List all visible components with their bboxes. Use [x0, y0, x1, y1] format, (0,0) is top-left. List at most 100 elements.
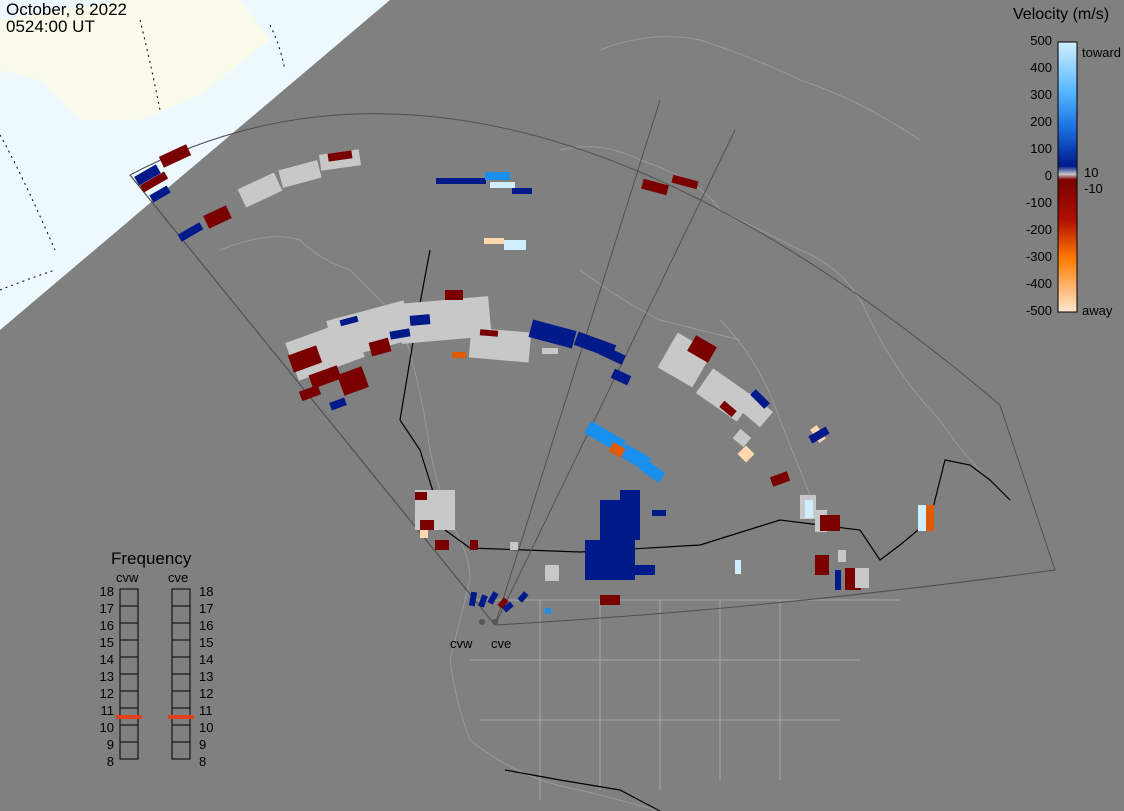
velocity-cell: [468, 327, 532, 363]
ice-region: [0, 0, 270, 120]
velocity-cell: [487, 591, 499, 605]
frequency-box-grid: [120, 605, 190, 760]
frequency-tick-right: 16: [199, 618, 214, 633]
radar-label-cve: cve: [491, 636, 512, 651]
velocity-cell: [769, 471, 791, 487]
velocity-cell: [415, 492, 427, 500]
velocity-cell: [545, 608, 551, 614]
velocity-cell: [479, 329, 499, 337]
state-borders: [470, 599, 900, 800]
velocity-cell: [134, 164, 161, 186]
away-label: away: [1082, 303, 1113, 318]
velocity-cell: [820, 515, 830, 531]
velocity-tick: -400: [1025, 276, 1052, 291]
velocity-cell: [830, 515, 840, 531]
frequency-tick-left: 16: [99, 618, 114, 633]
velocity-cell: [926, 505, 934, 531]
velocity-tick: 400: [1030, 60, 1052, 75]
velocity-cell: [585, 540, 635, 580]
velocity-cell: [512, 188, 532, 194]
frequency-tick-right: 15: [199, 635, 214, 650]
velocity-cell: [445, 290, 463, 300]
velocity-cell: [470, 540, 478, 550]
velocity-cell: [750, 389, 770, 409]
velocity-legend-title: Velocity (m/s): [1013, 6, 1110, 23]
frequency-tick-right: 10: [199, 720, 214, 735]
velocity-cell: [398, 296, 492, 344]
frequency-tick-left: 12: [99, 686, 114, 701]
frequency-tick-left: 10: [99, 720, 114, 735]
velocity-cell: [409, 314, 431, 326]
velocity-cell: [599, 345, 626, 365]
velocity-cell: [237, 172, 283, 208]
velocity-cell: [838, 550, 846, 562]
frequency-tick-left: 17: [99, 601, 114, 616]
velocity-cell: [278, 160, 322, 188]
toward-label: toward: [1082, 45, 1122, 60]
velocity-cell: [389, 328, 411, 340]
velocity-cell: [203, 205, 232, 229]
velocity-tick: -500: [1025, 303, 1052, 318]
frequency-tick-left: 13: [99, 669, 114, 684]
frequency-marker-cvw: [116, 715, 142, 719]
velocity-cell: [620, 490, 640, 520]
frequency-tick-right: 8: [199, 754, 207, 769]
velocity-cell: [468, 591, 478, 607]
frequency-tick-left: 18: [99, 584, 114, 599]
velocity-cell: [835, 570, 841, 590]
velocity-cell: [732, 428, 752, 448]
velocity-colorbar: [1057, 41, 1078, 313]
velocity-cell: [510, 542, 518, 550]
velocity-cell: [485, 172, 510, 180]
velocity-cell: [436, 178, 486, 184]
velocity-cell: [327, 150, 353, 162]
velocity-cell: [478, 594, 488, 608]
frequency-radar-cve: cve: [168, 570, 189, 585]
velocity-cell: [719, 400, 737, 418]
velocity-cell: [326, 300, 414, 360]
velocity-cell: [542, 348, 558, 354]
velocity-cell: [638, 459, 666, 483]
velocity-cell: [805, 500, 813, 518]
frequency-tick-right: 13: [199, 669, 214, 684]
velocity-cell: [610, 368, 632, 386]
velocity-cell: [420, 530, 428, 538]
velocity-cell: [484, 238, 504, 244]
radar-site-cvw: [479, 619, 485, 625]
velocity-cell: [497, 597, 509, 609]
velocity-cell: [735, 560, 741, 574]
velocity-cell: [608, 442, 626, 458]
velocity-tick: -300: [1025, 249, 1052, 264]
frequency-tick-left: 9: [106, 737, 114, 752]
velocity-cell: [420, 520, 434, 530]
frequency-radar-cvw: cvw: [116, 570, 139, 585]
frequency-tick-right: 12: [199, 686, 214, 701]
velocity-tick: 100: [1030, 141, 1052, 156]
frequency-tick-right: 17: [199, 601, 214, 616]
velocity-cell: [528, 319, 577, 349]
frequency-tick-right: 14: [199, 652, 214, 667]
frequency-tick-left: 15: [99, 635, 114, 650]
country-border: [399, 249, 1011, 811]
velocity-cell: [855, 568, 869, 588]
frequency-tick-left: 14: [99, 652, 114, 667]
velocity-tick: 0: [1044, 168, 1052, 183]
velocity-cell: [517, 591, 529, 603]
velocity-tick: 300: [1030, 87, 1052, 102]
velocity-cells: [134, 144, 934, 614]
frequency-title: Frequency: [111, 549, 192, 568]
velocity-cell: [287, 345, 323, 373]
velocity-tick: -200: [1025, 222, 1052, 237]
velocity-cell: [545, 565, 559, 581]
velocity-cell: [329, 397, 347, 411]
velocity-cell: [435, 540, 449, 550]
velocity-cell: [687, 335, 717, 363]
inner-tick-10: 10: [1084, 165, 1099, 180]
velocity-tick: -100: [1025, 195, 1052, 210]
velocity-cell: [158, 144, 192, 168]
inner-tick-neg10: -10: [1084, 181, 1103, 196]
frequency-tick-right: 18: [199, 584, 214, 599]
coastlines: [219, 36, 981, 811]
velocity-cell: [815, 555, 829, 575]
